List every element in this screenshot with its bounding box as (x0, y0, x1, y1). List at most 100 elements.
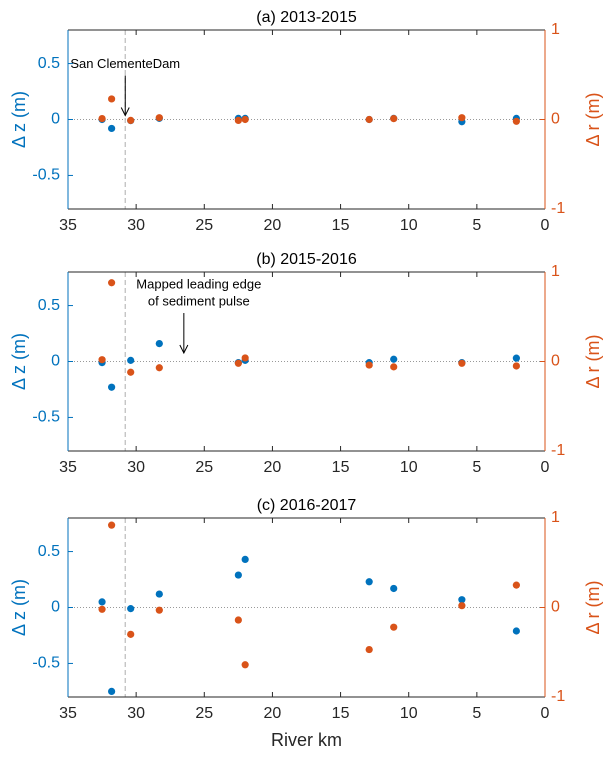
y2-tick-label: 1 (551, 263, 560, 280)
point (241, 115, 249, 124)
point (127, 605, 135, 613)
point (98, 605, 106, 613)
point (108, 95, 116, 103)
x-tick-label: 10 (400, 705, 418, 722)
plot-area (68, 30, 545, 209)
y2-tick-label: 0 (551, 599, 560, 616)
point (108, 124, 116, 133)
chart-title: (c) 2016-2017 (257, 497, 357, 514)
x-tick-label: 35 (59, 705, 77, 722)
x-tick-label: 20 (264, 217, 282, 234)
point (155, 606, 163, 614)
point (458, 596, 466, 604)
point (512, 627, 520, 635)
y-tick-label: 0 (51, 599, 60, 616)
y-axis-label: Δ z (m) (9, 333, 29, 390)
y2-axis-label: Δ r (m) (583, 334, 603, 388)
point (390, 363, 398, 371)
chart-title: (b) 2015-2016 (256, 251, 357, 268)
point (512, 581, 520, 589)
x-tick-label: 15 (332, 459, 350, 476)
x-tick-label: 30 (127, 459, 145, 476)
x-tick-label: 15 (332, 217, 350, 234)
point (155, 364, 163, 372)
point (458, 359, 466, 367)
chart-title: (a) 2013-2015 (256, 9, 357, 26)
y2-axis-label: Δ r (m) (583, 580, 603, 634)
y2-axis-label: Δ r (m) (583, 92, 603, 146)
point (155, 590, 163, 598)
plot-area (68, 518, 545, 697)
x-tick-label: 25 (195, 217, 213, 234)
point (458, 114, 466, 122)
y2-tick-label: -1 (551, 200, 565, 217)
point (127, 368, 135, 376)
point (241, 354, 249, 362)
y-tick-label: -0.5 (32, 167, 60, 184)
point (390, 584, 398, 593)
point (155, 340, 163, 348)
y-tick-label: 0 (51, 111, 60, 128)
point (390, 115, 398, 123)
point (241, 661, 249, 669)
y-tick-label: -0.5 (32, 409, 60, 426)
annotation: Mapped leading edge (136, 276, 261, 291)
annotation: San ClementeDam (70, 56, 180, 71)
point (98, 115, 106, 123)
point (108, 687, 116, 696)
y-tick-label: 0 (51, 353, 60, 370)
point (512, 354, 520, 362)
x-tick-label: 15 (332, 705, 350, 722)
arrow-head (120, 107, 130, 117)
annotation: of sediment pulse (148, 293, 250, 308)
x-axis-label: River km (271, 730, 342, 750)
point (365, 578, 373, 586)
y-tick-label: 0.5 (38, 297, 60, 314)
point (234, 571, 242, 579)
point (234, 116, 242, 124)
y2-tick-label: 1 (551, 21, 560, 38)
y2-tick-label: -1 (551, 688, 565, 705)
y2-tick-label: -1 (551, 442, 565, 459)
point (390, 355, 398, 363)
x-tick-label: 20 (264, 459, 282, 476)
x-tick-label: 20 (264, 705, 282, 722)
x-tick-label: 10 (400, 459, 418, 476)
point (241, 555, 249, 563)
point (365, 645, 373, 654)
point (127, 630, 135, 638)
point (98, 356, 106, 364)
x-tick-label: 0 (541, 459, 550, 476)
x-tick-label: 5 (472, 705, 481, 722)
point (127, 356, 135, 364)
plot-area (68, 272, 545, 451)
point (108, 279, 116, 287)
x-tick-label: 5 (472, 217, 481, 234)
y-axis-label: Δ z (m) (9, 91, 29, 148)
y-axis-label: Δ z (m) (9, 579, 29, 636)
point (458, 602, 466, 610)
x-tick-label: 30 (127, 705, 145, 722)
x-tick-label: 0 (541, 217, 550, 234)
x-tick-label: 0 (541, 705, 550, 722)
point (365, 361, 373, 369)
point (512, 362, 520, 370)
point (512, 117, 520, 125)
point (108, 383, 116, 391)
x-tick-label: 25 (195, 459, 213, 476)
x-tick-label: 35 (59, 459, 77, 476)
y-tick-label: 0.5 (38, 543, 60, 560)
point (98, 598, 106, 606)
x-tick-label: 5 (472, 459, 481, 476)
x-tick-label: 30 (127, 217, 145, 234)
y-tick-label: -0.5 (32, 655, 60, 672)
arrow-head (179, 344, 189, 355)
y2-tick-label: 1 (551, 509, 560, 526)
point (365, 115, 373, 124)
x-tick-label: 35 (59, 217, 77, 234)
point (234, 359, 242, 367)
x-tick-label: 10 (400, 217, 418, 234)
y2-tick-label: 0 (551, 111, 560, 128)
point (155, 114, 163, 122)
